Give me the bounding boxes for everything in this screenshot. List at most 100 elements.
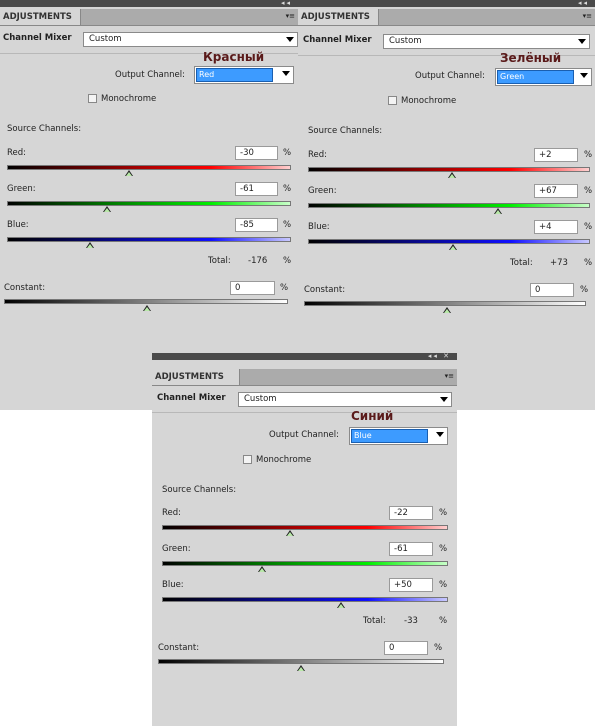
preset-value: Custom [89, 34, 122, 44]
constant-slider-track[interactable] [304, 301, 586, 306]
green-value-input[interactable]: -61 [389, 542, 433, 556]
blue-slider-thumb[interactable] [86, 242, 94, 248]
green-slider-track[interactable] [7, 201, 291, 206]
blue-value-input[interactable]: -85 [235, 218, 278, 232]
output-channel-label: Output Channel: [269, 430, 339, 440]
chevron-down-icon [440, 397, 448, 402]
adjustments-panel-green: ◂◂ ADJUSTMENTS ▾≡ Channel Mixer Custom З… [298, 0, 595, 410]
blue-value-input[interactable]: +4 [534, 220, 578, 234]
total-label: Total: [363, 616, 386, 626]
adjustment-title: Channel Mixer [157, 393, 226, 403]
preset-value: Custom [389, 36, 422, 46]
preset-value: Custom [244, 394, 277, 404]
green-slider-track[interactable] [162, 561, 448, 566]
constant-label: Constant: [304, 285, 346, 295]
percent-label: % [584, 186, 593, 196]
blue-slider-track[interactable] [308, 239, 590, 244]
green-slider-thumb[interactable] [494, 208, 502, 214]
green-value-input[interactable]: +67 [534, 184, 578, 198]
panel-menu-icon[interactable]: ▾≡ [285, 12, 295, 20]
red-label: Red: [308, 150, 328, 160]
adjustments-panel-blue: ◂◂ ✕ ADJUSTMENTS ▾≡ Channel Mixer Custom… [152, 353, 457, 726]
tab-adjustments[interactable]: ADJUSTMENTS [0, 9, 81, 25]
tab-adjustments[interactable]: ADJUSTMENTS [152, 369, 240, 385]
total-value: +73 [550, 258, 568, 268]
chevron-down-icon [286, 37, 294, 42]
percent-label: % [280, 283, 289, 293]
preset-dropdown[interactable]: Custom [383, 34, 590, 49]
adjustment-title: Channel Mixer [303, 35, 372, 45]
blue-value-input[interactable]: +50 [389, 578, 433, 592]
green-value-input[interactable]: -61 [235, 182, 278, 196]
red-slider-thumb[interactable] [125, 170, 133, 176]
monochrome-checkbox[interactable] [388, 96, 397, 105]
output-channel-select[interactable]: Blue [349, 427, 448, 445]
red-value-input[interactable]: -30 [235, 146, 278, 160]
constant-value-input[interactable]: 0 [530, 283, 574, 297]
constant-slider-track[interactable] [4, 299, 288, 304]
adjustment-title: Channel Mixer [3, 33, 72, 43]
green-slider-thumb[interactable] [258, 566, 266, 572]
panel-menu-icon[interactable]: ▾≡ [582, 12, 592, 20]
separator [152, 412, 457, 413]
total-label: Total: [208, 256, 231, 266]
monochrome-label: Monochrome [256, 455, 312, 465]
red-slider-track[interactable] [7, 165, 291, 170]
red-slider-thumb[interactable] [286, 530, 294, 536]
percent-label: % [439, 508, 448, 518]
red-value-input[interactable]: -22 [389, 506, 433, 520]
percent-label: % [584, 222, 593, 232]
blue-label: Blue: [162, 580, 184, 590]
monochrome-label: Monochrome [101, 94, 157, 104]
constant-value-input[interactable]: 0 [230, 281, 275, 295]
output-channel-select[interactable]: Green [495, 68, 592, 86]
constant-slider-thumb[interactable] [143, 305, 151, 311]
blue-label: Blue: [308, 222, 330, 232]
red-slider-thumb[interactable] [448, 172, 456, 178]
blue-slider-track[interactable] [162, 597, 448, 602]
red-slider-track[interactable] [162, 525, 448, 530]
percent-label: % [283, 184, 292, 194]
red-label: Red: [7, 148, 27, 158]
tab-row: ADJUSTMENTS ▾≡ [298, 9, 595, 26]
constant-label: Constant: [158, 643, 200, 653]
double-left-arrow-icon[interactable]: ◂◂ ✕ [427, 353, 451, 360]
green-slider-track[interactable] [308, 203, 590, 208]
preset-dropdown[interactable]: Custom [238, 392, 452, 407]
constant-value-input[interactable]: 0 [384, 641, 428, 655]
double-left-arrow-icon[interactable]: ◂◂ [577, 0, 589, 7]
output-channel-select[interactable]: Red [194, 66, 294, 84]
separator [298, 55, 595, 56]
blue-label: Blue: [7, 220, 29, 230]
blue-slider-thumb[interactable] [449, 244, 457, 250]
blue-slider-track[interactable] [7, 237, 291, 242]
panel-title-bar: ◂◂ ✕ [152, 353, 457, 360]
constant-slider-track[interactable] [158, 659, 444, 664]
preset-dropdown[interactable]: Custom [83, 32, 298, 47]
output-channel-value: Green [497, 70, 574, 84]
source-channels-label: Source Channels: [308, 126, 383, 136]
channel-caption: Синий [351, 409, 394, 423]
adjustments-panel-red: ◂◂ ADJUSTMENTS ▾≡ Channel Mixer Custom К… [0, 0, 298, 410]
monochrome-checkbox[interactable] [243, 455, 252, 464]
blue-slider-thumb[interactable] [337, 602, 345, 608]
output-channel-label: Output Channel: [115, 70, 185, 80]
tab-adjustments[interactable]: ADJUSTMENTS [298, 9, 379, 25]
chevron-down-icon [282, 71, 290, 76]
constant-slider-thumb[interactable] [443, 307, 451, 313]
chevron-down-icon [580, 73, 588, 78]
channel-caption: Красный [203, 50, 265, 64]
double-left-arrow-icon[interactable]: ◂◂ [280, 0, 292, 7]
total-label: Total: [510, 258, 533, 268]
constant-slider-thumb[interactable] [297, 665, 305, 671]
red-slider-track[interactable] [308, 167, 590, 172]
percent-label: % [283, 220, 292, 230]
output-channel-label: Output Channel: [415, 71, 485, 81]
panel-menu-icon[interactable]: ▾≡ [444, 372, 454, 380]
green-slider-thumb[interactable] [103, 206, 111, 212]
panel-title-bar: ◂◂ [298, 0, 595, 7]
monochrome-checkbox[interactable] [88, 94, 97, 103]
red-value-input[interactable]: +2 [534, 148, 578, 162]
percent-label: % [439, 544, 448, 554]
total-value: -176 [248, 256, 268, 266]
